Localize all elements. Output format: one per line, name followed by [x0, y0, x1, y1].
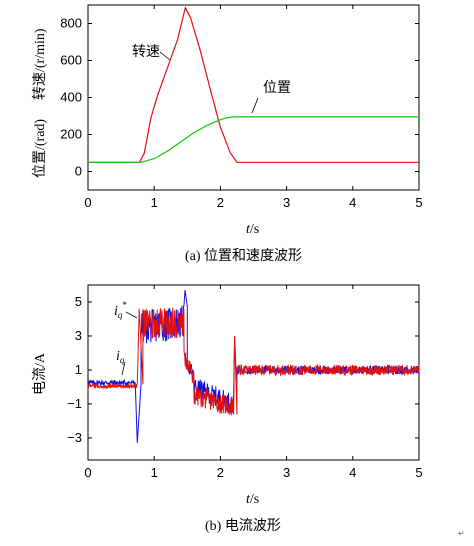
y-tick-label: 400	[60, 90, 82, 105]
x-tick-label: 5	[415, 465, 422, 480]
chart-a-annotation-position: 位置	[263, 80, 291, 96]
x-tick-label: 0	[84, 195, 91, 210]
annotation-iq-leader	[121, 361, 126, 376]
chart-a-annotation-speed-leader	[159, 51, 171, 61]
chart-b-xlabel: t/s	[246, 492, 259, 507]
x-tick-label: 5	[415, 195, 422, 210]
x-tick-label: 1	[151, 195, 158, 210]
chart-a-annotation-speed: 转速	[132, 44, 160, 60]
corner-mark: ↵	[458, 529, 465, 538]
chart-a-caption: (a) 位置和速度波形	[185, 248, 302, 264]
x-tick-label: 2	[217, 465, 224, 480]
chart-b-ticks: 0 1 2 3 4 5 5 3 1 −1 −3	[67, 285, 423, 480]
y-tick-label: 5	[75, 294, 82, 309]
series-line-speed	[88, 6, 419, 163]
y-tick-label: 800	[60, 16, 82, 31]
chart-a-series	[88, 6, 419, 163]
y-tick-label: 600	[60, 53, 82, 68]
chart-b-caption: (b) 电流波形	[205, 518, 281, 534]
chart-a-xlabel-unit: /s	[250, 222, 259, 237]
y-tick-label: −1	[67, 396, 82, 411]
chart-b-annotation-iq: iq	[116, 349, 125, 365]
x-tick-label: 0	[84, 465, 91, 480]
x-tick-label: 3	[283, 465, 290, 480]
chart-b-xlabel-var: t	[246, 492, 251, 507]
chart-b-annotation-iq-star-var: i	[114, 304, 118, 319]
y-tick-label: 1	[75, 362, 82, 377]
chart-b-ylabel: 电流/A	[32, 352, 48, 395]
x-tick-label: 1	[151, 465, 158, 480]
chart-b-annotation-iq-sub: q	[120, 355, 125, 365]
y-tick-label: 3	[75, 328, 82, 343]
chart-a-ylabel-position: 位置/(rad)	[32, 119, 48, 178]
series-line-position	[88, 116, 419, 163]
y-tick-label: 200	[60, 127, 82, 142]
x-tick-label: 3	[283, 195, 290, 210]
x-tick-label: 2	[217, 195, 224, 210]
annotation-iq-star-leader	[125, 311, 138, 319]
chart-a-ylabel-speed: 转速/(r/min)	[32, 28, 48, 100]
chart-b-xlabel-unit: /s	[250, 492, 259, 507]
y-tick-label: 0	[75, 164, 82, 179]
x-tick-label: 4	[349, 465, 356, 480]
chart-a-xlabel: t/s	[246, 222, 259, 237]
y-tick-label: −3	[67, 430, 82, 445]
series-line-iq-star	[87, 307, 420, 416]
chart-b-annotation-iq-star-sub: q	[118, 310, 123, 320]
x-tick-label: 4	[349, 195, 356, 210]
chart-a-ticks: 0 1 2 3 4 5 0 200 400 600 800	[60, 5, 423, 210]
chart-b-annotation-iq-star-sup: *	[122, 300, 127, 310]
chart-a-annotation-position-leader	[251, 97, 259, 114]
chart-b-series	[87, 290, 420, 444]
chart-b-annotation-iq-star: iq*	[114, 300, 127, 320]
chart-a-xlabel-var: t	[246, 222, 251, 237]
chart-b-annotation-iq-var: i	[116, 349, 120, 364]
